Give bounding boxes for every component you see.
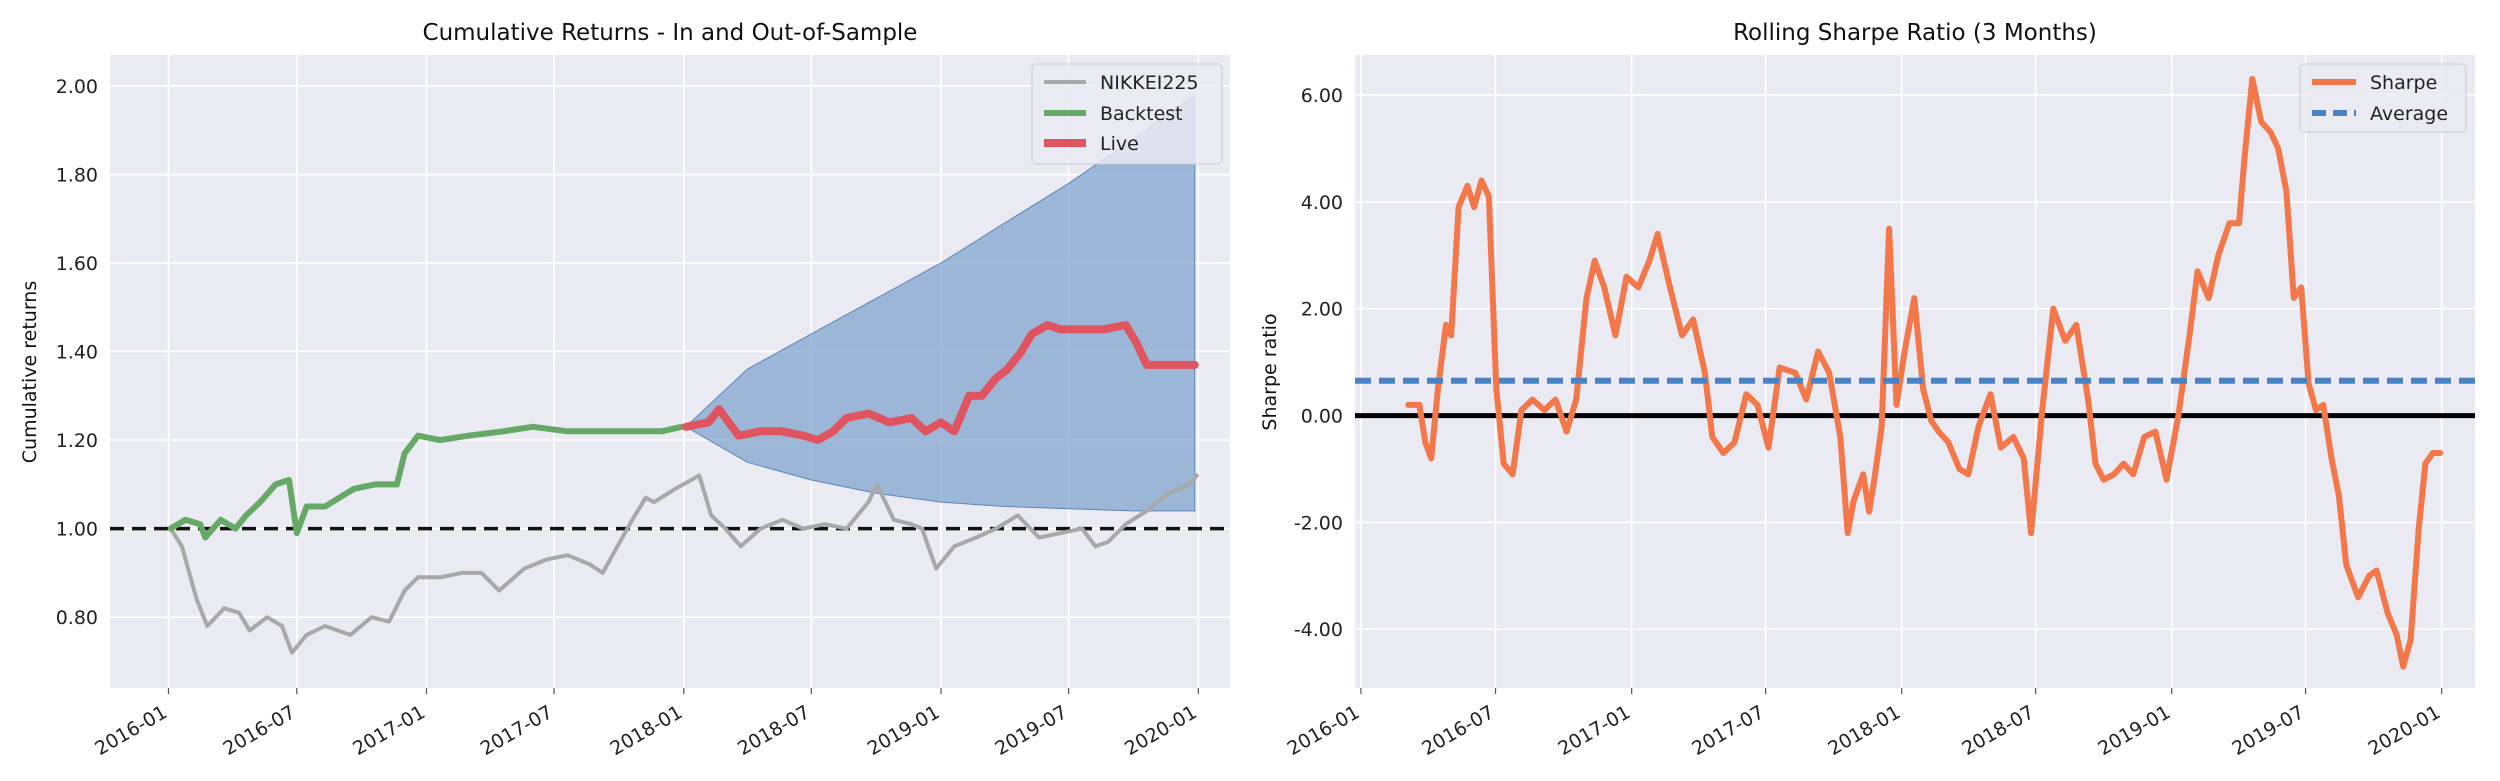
x-tick-label: 2016-01 [1284,701,1364,760]
series-lines [167,321,1199,655]
x-tick-label: 2019-01 [2094,701,2174,760]
x-tick-labels: 2016-01 2016-07 2017-01 2017-07 2018-01 2018-… [1284,688,2444,760]
cone-band [685,93,1196,512]
x-tick-label: 2018-01 [1824,701,1904,760]
forecast-cone [685,93,1196,512]
x-tick-label: 2016-07 [220,701,300,760]
x-tick-label: 2019-07 [2228,701,2308,760]
y-tick-label: 0.80 [56,607,98,629]
legend-label-backtest: Backtest [1100,103,1183,125]
y-tick-label: 1.80 [56,165,98,187]
chart-title: Cumulative Returns - In and Out-of-Sampl… [423,20,918,46]
y-tick-label: 2.00 [1301,299,1343,321]
x-tick-label: 2017-07 [1688,701,1768,760]
legend-label-sharpe: Sharpe [2370,72,2437,94]
y-tick-label: 1.20 [56,430,98,452]
legend-label-nikkei: NIKKEI225 [1100,72,1199,94]
y-tick-label: 6.00 [1301,85,1343,107]
y-axis-label: Cumulative returns [19,281,41,463]
series-line-live [681,321,1199,445]
legend-label-live: Live [1100,133,1139,155]
legend-label-average: Average [2370,103,2448,125]
y-tick-label: 2.00 [56,76,98,98]
y-tick-label: 4.00 [1301,192,1343,214]
series-line-sharpe [1405,76,2444,670]
legend: Sharpe Average [2299,63,2467,133]
x-tick-label: 2017-01 [349,701,429,760]
x-tick-label: 2018-07 [1958,701,2038,760]
x-tick-label: 2017-07 [477,701,557,760]
x-tick-label: 2020-01 [1121,701,1201,760]
y-tick-labels: 0.80 1.00 1.20 1.40 1.60 1.80 2.00 [56,76,98,629]
cumulative-returns-chart: 0.801.001.201.401.601.802.00 2016-01 2016… [19,20,1230,760]
x-tick-label: 2016-01 [91,701,171,760]
legend: NIKKEI225 Backtest Live [1031,63,1223,165]
plot-area [1355,55,2475,688]
rolling-sharpe-chart: -4.00-2.000.002.004.006.00 2016-01 2016-0… [1259,20,2475,760]
series-lines [1355,76,2475,670]
x-tick-label: 2019-07 [991,701,1071,760]
x-tick-label: 2020-01 [2364,701,2444,760]
y-tick-label: 0.00 [1301,406,1343,428]
x-tick-label: 2017-01 [1554,701,1634,760]
x-tick-label: 2016-07 [1418,701,1498,760]
x-tick-label: 2019-01 [864,701,944,760]
y-tick-label: -4.00 [1294,619,1343,641]
x-tick-labels: 2016-01 2016-07 2017-01 2017-07 2018-01 2018-… [91,688,1201,760]
y-axis-label: Sharpe ratio [1259,313,1281,430]
y-tick-label: -2.00 [1294,512,1343,534]
x-tick-label: 2018-01 [606,701,686,760]
y-tick-label: 1.40 [56,342,98,364]
series-line-backtest [167,423,685,541]
chart-title: Rolling Sharpe Ratio (3 Months) [1733,20,2097,46]
series-line-nikkei225 [168,473,1199,655]
y-tick-label: 1.00 [56,519,98,541]
y-tick-label: 1.60 [56,253,98,275]
y-tick-labels: -4.00 -2.00 0.00 2.00 4.00 6.00 [1294,85,1343,641]
x-tick-label: 2018-07 [734,701,814,760]
